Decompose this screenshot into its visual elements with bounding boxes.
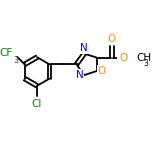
Text: CH: CH	[137, 53, 152, 63]
Text: N: N	[76, 70, 84, 80]
Text: N: N	[80, 43, 88, 53]
Text: O: O	[120, 53, 128, 63]
Text: O: O	[98, 66, 106, 76]
Text: CF: CF	[0, 48, 13, 58]
Text: O: O	[108, 34, 116, 44]
Text: 3: 3	[143, 59, 149, 68]
Text: Cl: Cl	[32, 98, 42, 109]
Text: 3: 3	[13, 56, 18, 65]
